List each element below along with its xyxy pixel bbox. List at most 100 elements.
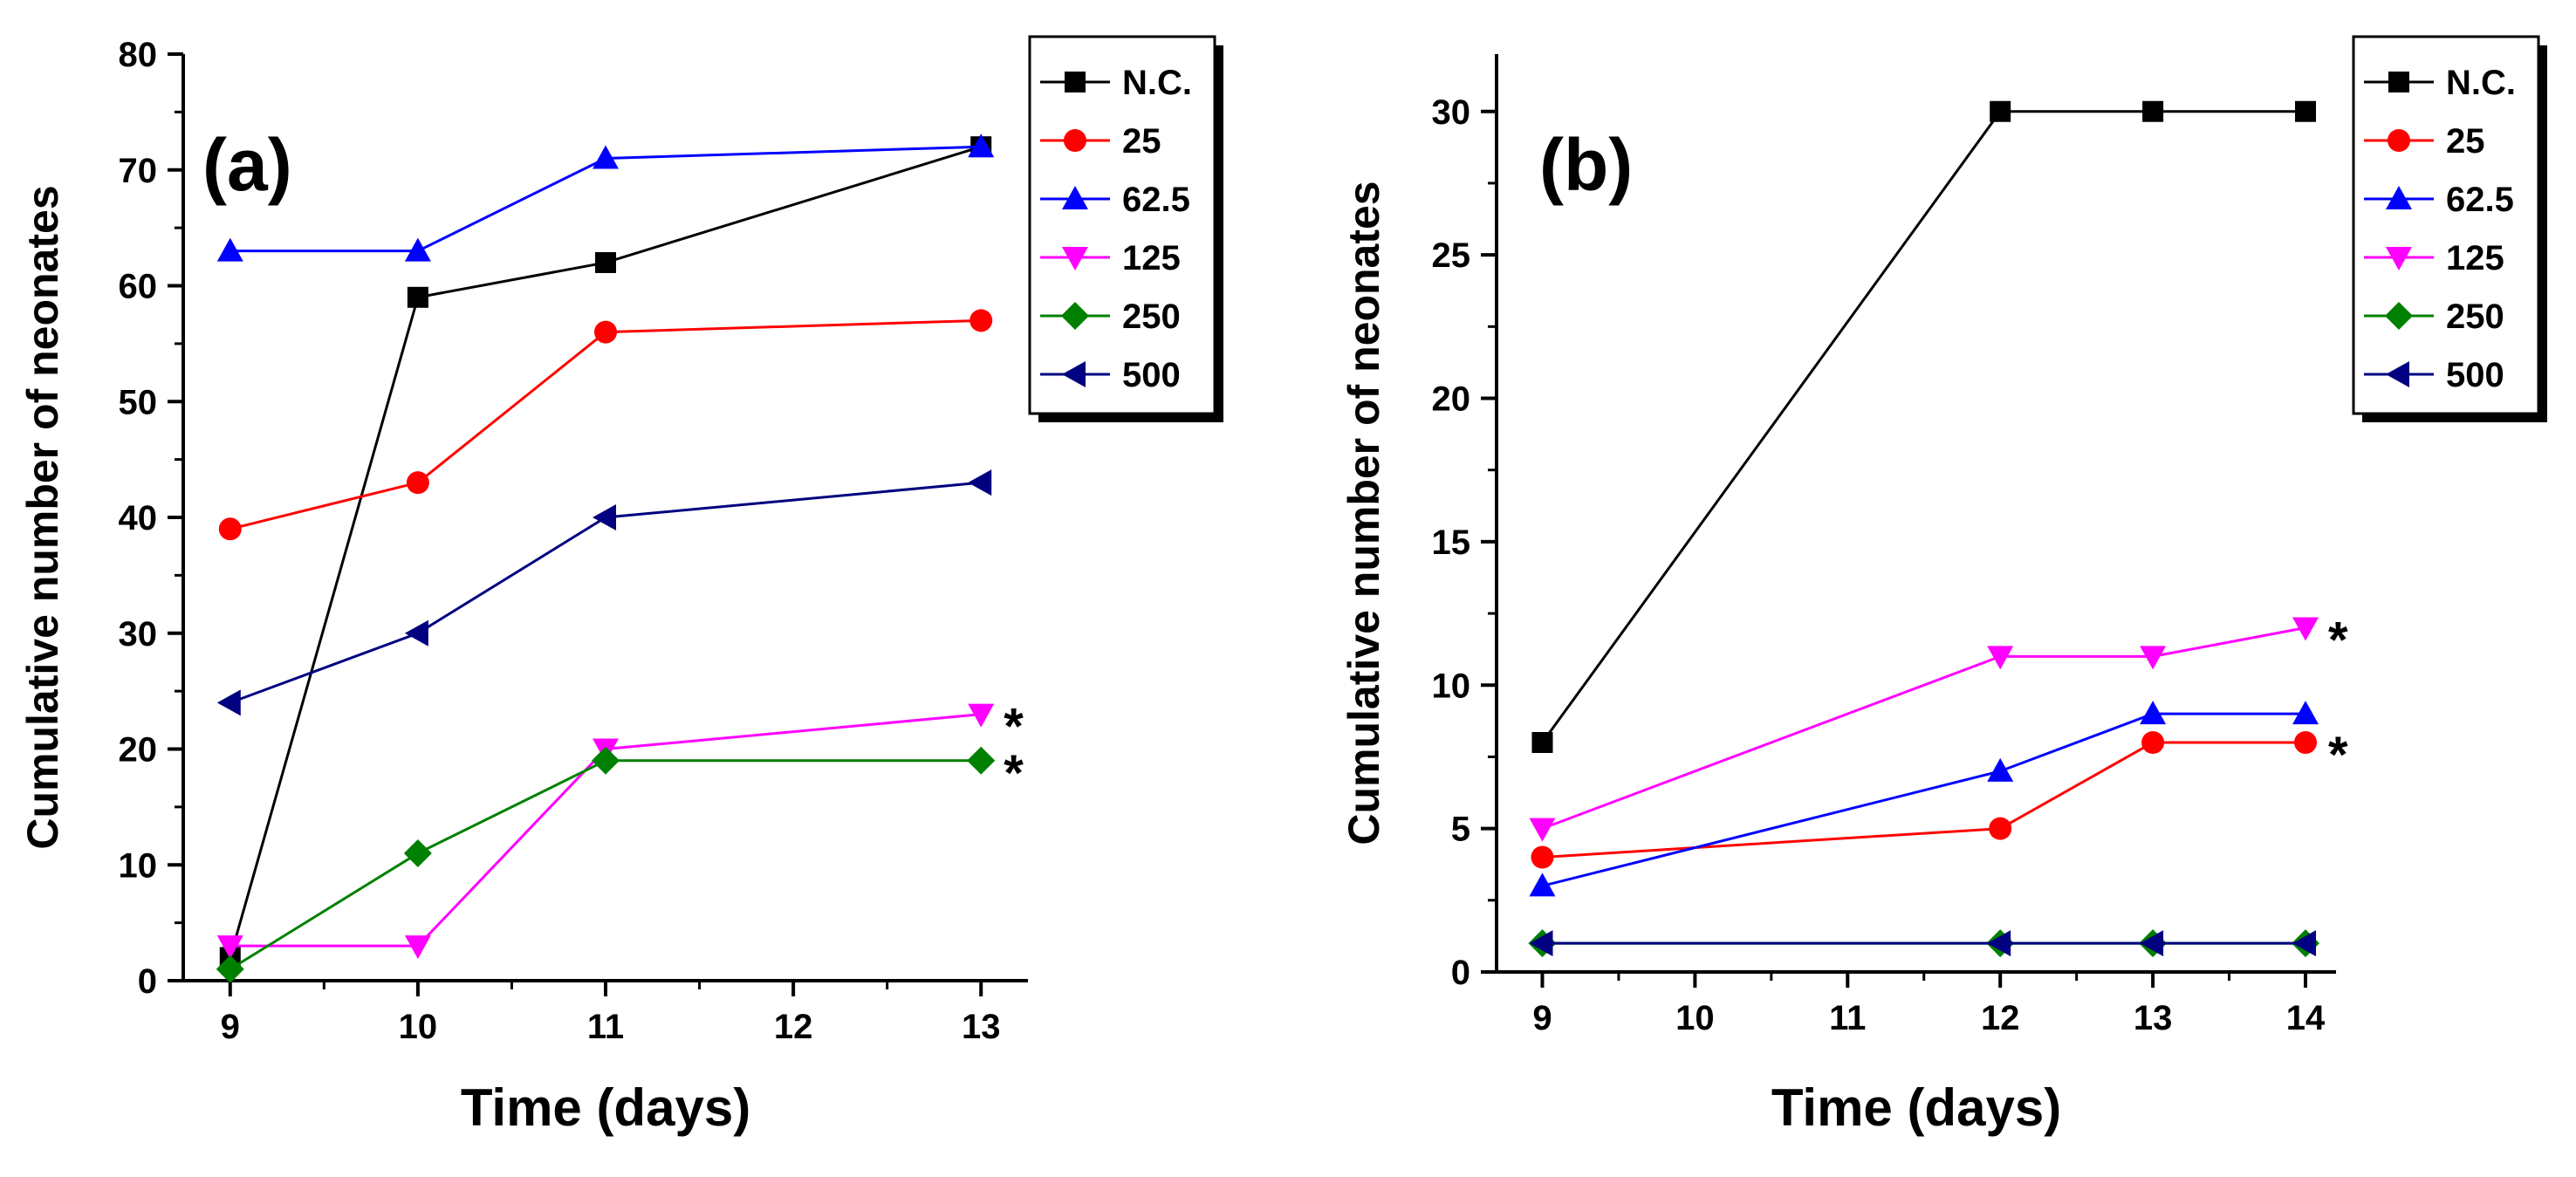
- data-point: [967, 746, 996, 775]
- data-point: [2292, 701, 2319, 725]
- data-point: [2294, 731, 2318, 754]
- data-point: [968, 469, 992, 496]
- data-point: [216, 237, 243, 262]
- significance-star: *: [1004, 745, 1024, 802]
- legend-marker: [2388, 72, 2409, 92]
- y-tick-label: 20: [119, 731, 158, 770]
- x-tick-label: 10: [1675, 999, 1715, 1037]
- legend-marker: [2386, 186, 2412, 209]
- y-axis-title: Cumulative number of neonates: [1339, 181, 1388, 845]
- x-tick-label: 10: [399, 1008, 438, 1046]
- data-point: [1529, 930, 1553, 957]
- legend-label: 500: [1122, 356, 1181, 394]
- x-tick-label: 11: [1829, 999, 1866, 1037]
- data-point: [592, 746, 620, 775]
- data-point: [1529, 818, 1556, 842]
- x-tick-label: 9: [221, 1008, 240, 1046]
- significance-star: *: [1004, 699, 1024, 756]
- data-point: [1989, 817, 2012, 840]
- data-point: [218, 517, 242, 541]
- x-tick-label: 9: [1532, 999, 1552, 1037]
- data-point: [2141, 731, 2165, 754]
- x-tick-label: 13: [2134, 999, 2173, 1037]
- panel-label: (a): [202, 124, 292, 206]
- data-point: [216, 955, 244, 983]
- y-tick-label: 10: [119, 846, 158, 885]
- data-point: [968, 703, 995, 728]
- y-tick-label: 20: [1432, 380, 1471, 419]
- data-point: [407, 286, 428, 308]
- legend-label: N.C.: [2446, 64, 2516, 102]
- series-line-0: [229, 145, 982, 958]
- legend-marker: [1065, 72, 1086, 92]
- data-point: [403, 838, 432, 867]
- y-tick-label: 40: [119, 499, 158, 537]
- legend-label: 125: [2446, 239, 2504, 277]
- legend-label: 25: [2446, 122, 2485, 161]
- data-point: [1987, 646, 2014, 670]
- significance-star: *: [2328, 612, 2348, 669]
- data-point: [595, 251, 616, 273]
- data-point: [1990, 100, 2011, 122]
- x-tick-label: 11: [587, 1008, 624, 1046]
- y-tick-label: 30: [119, 615, 158, 654]
- series-line-5: [230, 481, 982, 704]
- series-line-3: [230, 713, 982, 948]
- data-point: [404, 935, 431, 960]
- y-tick-label: 60: [119, 268, 158, 306]
- legend-marker: [2386, 247, 2412, 270]
- x-tick-label: 13: [962, 1008, 1001, 1046]
- data-point: [968, 133, 995, 158]
- panel-b: 0 5 10 15 20 25 30 9 10 11 12 13 14 Time (days) Cumula…: [1339, 35, 2547, 1137]
- legend-marker: [2386, 361, 2409, 387]
- significance-star: *: [2328, 727, 2348, 784]
- y-tick-label: 10: [1432, 667, 1471, 705]
- y-tick-label: 15: [1432, 523, 1471, 562]
- y-tick-label: 70: [119, 152, 158, 190]
- legend-marker: [1064, 129, 1086, 152]
- data-point: [216, 935, 243, 960]
- x-axis-title: Time (days): [461, 1078, 750, 1137]
- y-tick-label: 25: [1432, 236, 1471, 275]
- legend-marker: [1062, 247, 1088, 270]
- series-line-2: [230, 145, 982, 253]
- data-point: [2142, 100, 2164, 122]
- data-point: [404, 237, 431, 262]
- legend-marker: [2388, 129, 2410, 152]
- panel-label: (b): [1539, 124, 1633, 206]
- data-point: [594, 320, 617, 344]
- x-tick-label: 12: [1981, 999, 2020, 1037]
- data-point: [593, 504, 616, 530]
- data-point: [404, 619, 428, 647]
- y-tick-label: 0: [1451, 954, 1470, 992]
- legend-marker: [1061, 302, 1089, 330]
- legend-marker: [2385, 302, 2413, 330]
- x-tick-label: 14: [2286, 999, 2326, 1037]
- data-point: [2292, 930, 2317, 957]
- data-point: [216, 689, 241, 716]
- data-point: [2140, 646, 2167, 670]
- data-point: [1531, 732, 1553, 753]
- legend-label: 125: [1122, 239, 1181, 277]
- series-line-1: [230, 318, 982, 530]
- legend-label: 500: [2446, 356, 2504, 394]
- legend-marker: [1062, 361, 1086, 387]
- x-axis-title: Time (days): [1771, 1078, 2061, 1137]
- data-point: [2295, 100, 2317, 122]
- legend-label: 250: [1122, 298, 1181, 336]
- legend-box: [1028, 35, 1216, 415]
- series-line-0: [1541, 110, 2306, 743]
- y-axis-title: Cumulative number of neonates: [18, 185, 67, 849]
- data-point: [406, 471, 429, 495]
- y-tick-label: 5: [1451, 811, 1470, 849]
- legend-box: [2352, 35, 2540, 415]
- legend-label: 25: [1122, 122, 1161, 161]
- y-tick-label: 80: [119, 36, 158, 74]
- series-line-1: [1542, 741, 2306, 859]
- series-line-2: [1542, 712, 2306, 887]
- series-line-4: [229, 759, 982, 971]
- legend-label: 250: [2446, 298, 2504, 336]
- data-point: [1529, 872, 1556, 897]
- legend-label: N.C.: [1122, 64, 1192, 102]
